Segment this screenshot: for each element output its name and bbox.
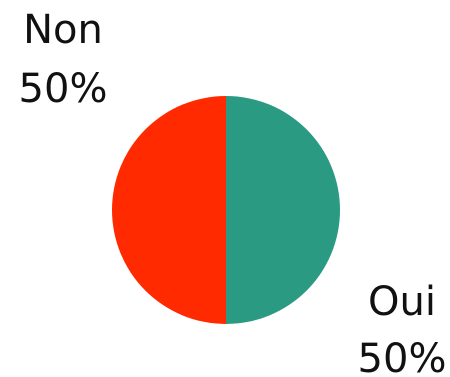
pie-slice-non xyxy=(112,96,226,324)
slice-label-oui: Oui xyxy=(368,279,436,325)
pie-labels: Oui 50% Non 50% xyxy=(19,7,447,377)
pie-slices xyxy=(112,96,340,324)
slice-percent-non: 50% xyxy=(19,66,108,112)
slice-percent-oui: 50% xyxy=(358,336,447,377)
slice-label-non: Non xyxy=(23,7,103,53)
pie-slice-oui xyxy=(226,96,340,324)
